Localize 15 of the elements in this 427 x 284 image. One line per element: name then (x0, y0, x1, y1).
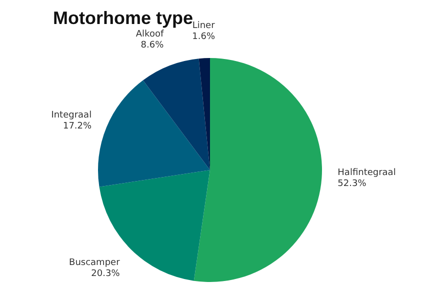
data-label: 8.6% (140, 40, 164, 51)
pie-slice (194, 58, 322, 282)
pie-slice (198, 58, 210, 170)
pie-slice (143, 58, 210, 170)
slice-label: Buscamper (69, 258, 120, 268)
slice-label: Halfintegraal (338, 168, 396, 178)
pie-slice (98, 80, 210, 187)
chart-title: Motorhome type (53, 8, 194, 28)
slice-label: Integraal (51, 110, 92, 120)
data-label: 1.6% (192, 32, 216, 42)
slice-label: Liner (192, 21, 216, 32)
slice-label: Alkoof (136, 30, 164, 40)
data-label: 17.2% (62, 121, 92, 132)
data-label: 20.3% (91, 268, 120, 279)
data-label: 52.3% (338, 179, 367, 190)
